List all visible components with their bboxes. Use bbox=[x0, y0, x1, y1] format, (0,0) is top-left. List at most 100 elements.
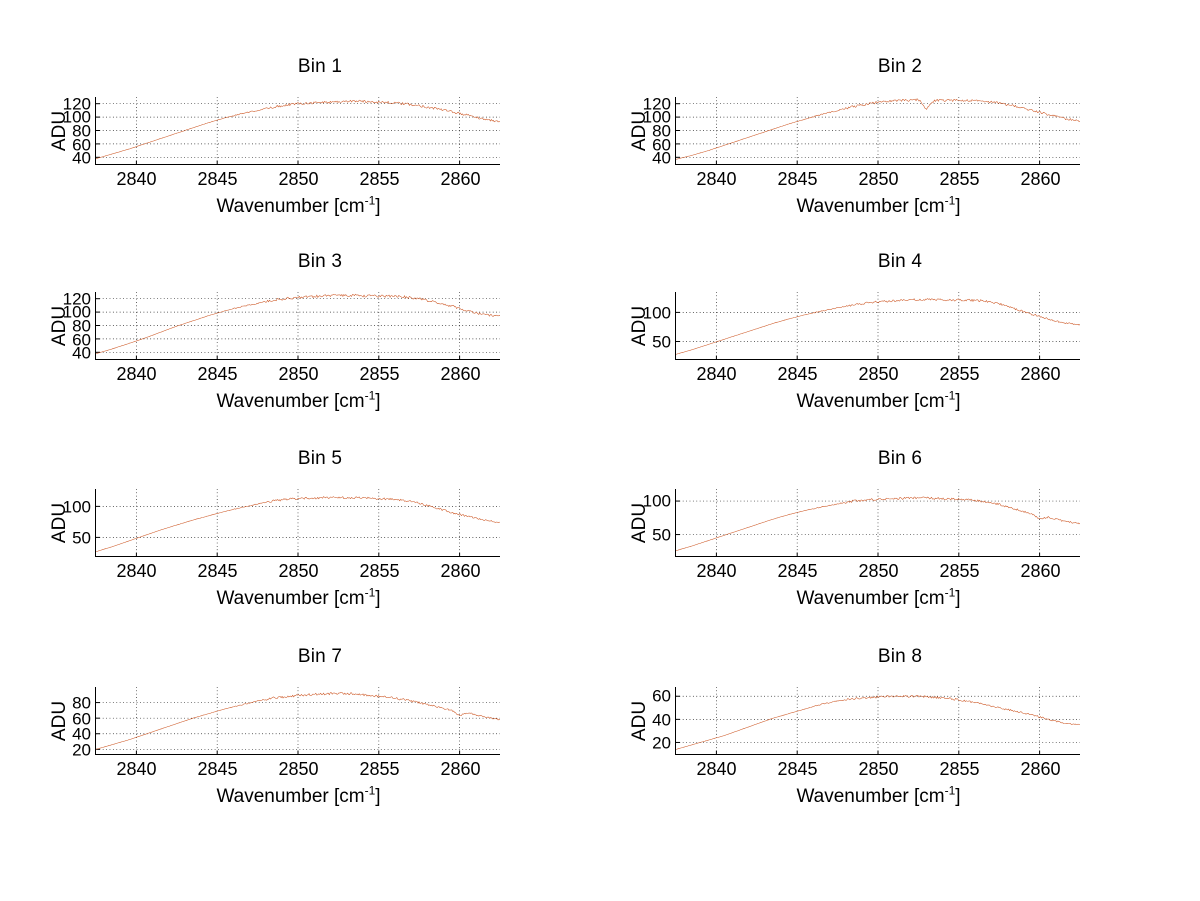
y-tick-label: 20 bbox=[652, 733, 671, 753]
x-tick-label: 2845 bbox=[777, 561, 818, 581]
y-tick-label: 40 bbox=[652, 148, 671, 168]
y-tick-label: 60 bbox=[72, 330, 91, 350]
y-axis-label: ADU bbox=[49, 305, 70, 347]
panel-title: Bin 5 bbox=[297, 448, 343, 469]
y-tick-label: 40 bbox=[72, 343, 91, 363]
x-tick-label: 2845 bbox=[777, 759, 818, 779]
x-tick-label: 2840 bbox=[116, 364, 157, 384]
x-tick-label: 2860 bbox=[440, 364, 481, 384]
x-axis-label-exponent: -1 bbox=[364, 783, 376, 798]
spectrum-line bbox=[96, 97, 500, 164]
plot-gridlines bbox=[676, 489, 1080, 556]
x-tick-label: 2840 bbox=[696, 759, 737, 779]
x-tick-label: 2845 bbox=[197, 364, 238, 384]
spectrum-line bbox=[676, 292, 1080, 359]
y-tick-label: 80 bbox=[72, 316, 91, 336]
spectrum-line bbox=[676, 687, 1080, 754]
x-tick-label: 2860 bbox=[1020, 364, 1061, 384]
plot-area: 40 60 80 100 120 2840 2845 2850 2855 2860 ADU Waven… bbox=[49, 290, 500, 412]
x-tick-label: 2850 bbox=[278, 561, 319, 581]
spectrum-line bbox=[676, 489, 1080, 556]
x-axis-label: Wavenumber [cm-1] bbox=[96, 388, 501, 413]
x-axis-label-exponent: -1 bbox=[364, 388, 376, 403]
plot-gridlines bbox=[676, 687, 1080, 754]
x-tick-label: 2855 bbox=[939, 759, 980, 779]
x-tick-label: 2850 bbox=[278, 364, 319, 384]
x-tick-label: 2860 bbox=[1020, 759, 1061, 779]
y-tick-label: 60 bbox=[652, 686, 671, 706]
y-tick-label: 80 bbox=[652, 121, 671, 141]
x-axis-label-text: Wavenumber [cm bbox=[216, 196, 365, 217]
panel-bin-2: Bin 2 40 60 80 100 120 2840 2845 2850 2855 2860 ADU… bbox=[600, 48, 1200, 253]
y-tick-label: 120 bbox=[62, 94, 91, 114]
x-tick-label: 2845 bbox=[777, 169, 818, 189]
x-tick-label: 2840 bbox=[696, 561, 737, 581]
x-tick-label: 2850 bbox=[858, 364, 899, 384]
y-tick-label: 80 bbox=[72, 693, 91, 713]
x-tick-label: 2845 bbox=[197, 169, 238, 189]
y-tick-label: 60 bbox=[652, 135, 671, 155]
x-tick-label: 2850 bbox=[278, 169, 319, 189]
plot-area: 40 60 80 100 120 2840 2845 2850 2855 2860 ADU Waven… bbox=[49, 95, 500, 217]
x-tick-label: 2855 bbox=[359, 759, 400, 779]
x-axis-label-text: Wavenumber [cm bbox=[216, 786, 365, 807]
x-axis-label-exponent: -1 bbox=[944, 783, 956, 798]
x-axis-label-exponent: -1 bbox=[364, 585, 376, 600]
x-tick-label: 2850 bbox=[858, 561, 899, 581]
x-axis-label-tail: ] bbox=[955, 196, 961, 217]
x-axis-label: Wavenumber [cm-1] bbox=[676, 388, 1081, 413]
x-axis-label: Wavenumber [cm-1] bbox=[676, 587, 1081, 610]
y-tick-label: 60 bbox=[72, 709, 91, 729]
y-tick-label: 60 bbox=[72, 135, 91, 155]
x-axis-label-tail: ] bbox=[955, 391, 961, 412]
x-axis-label-exponent: -1 bbox=[944, 388, 956, 403]
x-tick-label: 2860 bbox=[440, 169, 481, 189]
y-tick-label: 100 bbox=[642, 303, 671, 323]
x-tick-label: 2855 bbox=[359, 561, 400, 581]
panel-bin-5: Bin 5 50 100 2840 2845 2850 2855 2860 ADU Wavenum… bbox=[20, 440, 620, 645]
y-tick-label: 50 bbox=[652, 332, 671, 352]
y-tick-label: 50 bbox=[652, 525, 671, 545]
y-tick-label: 100 bbox=[642, 107, 671, 127]
y-tick-label: 100 bbox=[642, 491, 671, 511]
y-tick-label: 80 bbox=[72, 121, 91, 141]
panel-title: Bin 7 bbox=[297, 646, 343, 667]
plot-area: 50 100 2840 2845 2850 2855 2860 ADU Wavenumber [… bbox=[629, 292, 1080, 412]
y-axis-label: ADU bbox=[629, 305, 650, 347]
x-axis-label-text: Wavenumber [cm bbox=[796, 588, 945, 609]
plot-area: 20 40 60 2840 2845 2850 2855 2860 ADU Wavenumber … bbox=[629, 687, 1080, 807]
plot-gridlines bbox=[96, 489, 500, 556]
panel-title: Bin 6 bbox=[877, 448, 923, 469]
x-axis-label-tail: ] bbox=[375, 391, 381, 412]
plot-gridlines bbox=[96, 687, 500, 754]
x-axis-label: Wavenumber [cm-1] bbox=[676, 783, 1081, 808]
panel-bin-6: Bin 6 50 100 2840 2845 2850 2855 2860 ADU Wavenum… bbox=[600, 440, 1200, 645]
x-tick-label: 2840 bbox=[116, 561, 157, 581]
x-tick-label: 2855 bbox=[939, 169, 980, 189]
x-tick-label: 2850 bbox=[858, 759, 899, 779]
y-tick-label: 20 bbox=[72, 740, 91, 760]
x-tick-label: 2855 bbox=[359, 364, 400, 384]
panel-title: Bin 1 bbox=[297, 56, 343, 77]
x-tick-label: 2850 bbox=[278, 759, 319, 779]
y-axis-label: ADU bbox=[629, 110, 650, 152]
panel-bin-1: Bin 1 40 60 80 100 120 2840 2845 2850 2855 2860 ADU… bbox=[20, 48, 620, 253]
x-tick-label: 2860 bbox=[440, 759, 481, 779]
y-axis-label: ADU bbox=[629, 502, 650, 544]
x-tick-label: 2845 bbox=[777, 364, 818, 384]
spectrum-line bbox=[676, 97, 1080, 164]
panel-bin-4: Bin 4 50 100 2840 2845 2850 2855 2860 ADU Wavenum… bbox=[600, 243, 1200, 448]
x-axis-label-exponent: -1 bbox=[944, 193, 956, 208]
x-tick-label: 2855 bbox=[939, 364, 980, 384]
plot-gridlines bbox=[676, 292, 1080, 359]
y-tick-label: 50 bbox=[72, 528, 91, 548]
x-axis-label-exponent: -1 bbox=[364, 193, 376, 208]
x-tick-label: 2860 bbox=[1020, 169, 1061, 189]
spectrum-line bbox=[96, 687, 500, 754]
spectrum-line bbox=[96, 489, 500, 556]
panel-bin-3: Bin 3 40 60 80 100 120 2840 2845 2850 2855 2860 ADU… bbox=[20, 243, 620, 448]
panel-title: Bin 3 bbox=[297, 251, 343, 272]
y-tick-label: 40 bbox=[72, 148, 91, 168]
plot-gridlines bbox=[96, 292, 500, 359]
y-axis-label: ADU bbox=[49, 700, 70, 742]
